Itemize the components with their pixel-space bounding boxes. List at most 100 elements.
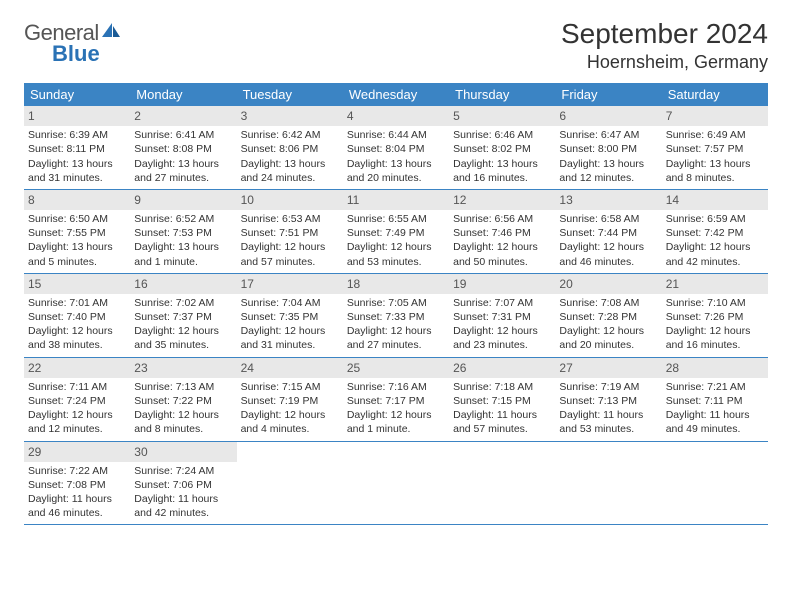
location: Hoernsheim, Germany — [561, 52, 768, 73]
day-ss: Sunset: 7:44 PM — [559, 226, 657, 240]
day-d2: and 53 minutes. — [559, 422, 657, 436]
day-number: 11 — [343, 190, 449, 210]
day-ss: Sunset: 7:28 PM — [559, 310, 657, 324]
day-sr: Sunrise: 7:08 AM — [559, 296, 657, 310]
day-sr: Sunrise: 6:59 AM — [666, 212, 764, 226]
day-number: 2 — [130, 106, 236, 126]
day-d2: and 23 minutes. — [453, 338, 551, 352]
day-sr: Sunrise: 7:07 AM — [453, 296, 551, 310]
day-cell: 28Sunrise: 7:21 AMSunset: 7:11 PMDayligh… — [662, 358, 768, 441]
day-body: Sunrise: 6:56 AMSunset: 7:46 PMDaylight:… — [449, 212, 555, 273]
day-cell: 1Sunrise: 6:39 AMSunset: 8:11 PMDaylight… — [24, 106, 130, 189]
day-d2: and 4 minutes. — [241, 422, 339, 436]
day-d1: Daylight: 12 hours — [241, 324, 339, 338]
day-number: 19 — [449, 274, 555, 294]
title-block: September 2024 Hoernsheim, Germany — [561, 18, 768, 73]
day-d2: and 5 minutes. — [28, 255, 126, 269]
day-cell: 10Sunrise: 6:53 AMSunset: 7:51 PMDayligh… — [237, 190, 343, 273]
day-number: 30 — [130, 442, 236, 462]
day-cell: 27Sunrise: 7:19 AMSunset: 7:13 PMDayligh… — [555, 358, 661, 441]
day-sr: Sunrise: 7:01 AM — [28, 296, 126, 310]
day-cell — [343, 442, 449, 525]
day-d2: and 57 minutes. — [241, 255, 339, 269]
day-ss: Sunset: 7:11 PM — [666, 394, 764, 408]
day-body: Sunrise: 7:04 AMSunset: 7:35 PMDaylight:… — [237, 296, 343, 357]
day-sr: Sunrise: 7:21 AM — [666, 380, 764, 394]
weekday-header: Saturday — [662, 83, 768, 106]
day-d1: Daylight: 13 hours — [241, 157, 339, 171]
day-d1: Daylight: 12 hours — [347, 324, 445, 338]
weeks-container: 1Sunrise: 6:39 AMSunset: 8:11 PMDaylight… — [24, 106, 768, 525]
day-ss: Sunset: 7:24 PM — [28, 394, 126, 408]
day-d2: and 46 minutes. — [559, 255, 657, 269]
day-d2: and 31 minutes. — [241, 338, 339, 352]
weekday-header: Monday — [130, 83, 236, 106]
day-d1: Daylight: 12 hours — [347, 240, 445, 254]
day-cell: 23Sunrise: 7:13 AMSunset: 7:22 PMDayligh… — [130, 358, 236, 441]
day-sr: Sunrise: 7:15 AM — [241, 380, 339, 394]
week-row: 1Sunrise: 6:39 AMSunset: 8:11 PMDaylight… — [24, 106, 768, 190]
day-cell: 15Sunrise: 7:01 AMSunset: 7:40 PMDayligh… — [24, 274, 130, 357]
day-ss: Sunset: 8:04 PM — [347, 142, 445, 156]
day-number: 16 — [130, 274, 236, 294]
day-number: 28 — [662, 358, 768, 378]
day-cell — [662, 442, 768, 525]
day-cell — [449, 442, 555, 525]
day-body: Sunrise: 6:41 AMSunset: 8:08 PMDaylight:… — [130, 128, 236, 189]
day-body: Sunrise: 6:44 AMSunset: 8:04 PMDaylight:… — [343, 128, 449, 189]
day-body: Sunrise: 6:50 AMSunset: 7:55 PMDaylight:… — [24, 212, 130, 273]
day-ss: Sunset: 7:15 PM — [453, 394, 551, 408]
logo: General Blue — [24, 22, 121, 65]
day-d1: Daylight: 12 hours — [559, 324, 657, 338]
header: General Blue September 2024 Hoernsheim, … — [24, 18, 768, 73]
day-number: 6 — [555, 106, 661, 126]
day-d2: and 20 minutes. — [559, 338, 657, 352]
day-ss: Sunset: 7:19 PM — [241, 394, 339, 408]
day-sr: Sunrise: 7:02 AM — [134, 296, 232, 310]
day-d2: and 42 minutes. — [666, 255, 764, 269]
day-body: Sunrise: 6:47 AMSunset: 8:00 PMDaylight:… — [555, 128, 661, 189]
day-sr: Sunrise: 7:10 AM — [666, 296, 764, 310]
day-number: 23 — [130, 358, 236, 378]
day-d2: and 1 minute. — [134, 255, 232, 269]
day-ss: Sunset: 7:37 PM — [134, 310, 232, 324]
day-sr: Sunrise: 6:52 AM — [134, 212, 232, 226]
day-sr: Sunrise: 6:44 AM — [347, 128, 445, 142]
day-sr: Sunrise: 7:24 AM — [134, 464, 232, 478]
day-d1: Daylight: 11 hours — [134, 492, 232, 506]
day-sr: Sunrise: 6:56 AM — [453, 212, 551, 226]
day-cell: 25Sunrise: 7:16 AMSunset: 7:17 PMDayligh… — [343, 358, 449, 441]
day-ss: Sunset: 7:51 PM — [241, 226, 339, 240]
day-sr: Sunrise: 7:04 AM — [241, 296, 339, 310]
day-body: Sunrise: 6:39 AMSunset: 8:11 PMDaylight:… — [24, 128, 130, 189]
day-ss: Sunset: 7:26 PM — [666, 310, 764, 324]
day-d2: and 16 minutes. — [453, 171, 551, 185]
day-sr: Sunrise: 7:18 AM — [453, 380, 551, 394]
day-number: 21 — [662, 274, 768, 294]
day-ss: Sunset: 7:17 PM — [347, 394, 445, 408]
day-d1: Daylight: 11 hours — [559, 408, 657, 422]
day-d1: Daylight: 13 hours — [559, 157, 657, 171]
day-number: 4 — [343, 106, 449, 126]
day-number: 1 — [24, 106, 130, 126]
weekday-header: Thursday — [449, 83, 555, 106]
day-body: Sunrise: 7:07 AMSunset: 7:31 PMDaylight:… — [449, 296, 555, 357]
day-body: Sunrise: 6:55 AMSunset: 7:49 PMDaylight:… — [343, 212, 449, 273]
day-sr: Sunrise: 6:53 AM — [241, 212, 339, 226]
day-ss: Sunset: 8:08 PM — [134, 142, 232, 156]
day-d1: Daylight: 12 hours — [453, 324, 551, 338]
day-d2: and 16 minutes. — [666, 338, 764, 352]
day-d1: Daylight: 12 hours — [28, 324, 126, 338]
day-ss: Sunset: 7:55 PM — [28, 226, 126, 240]
day-d2: and 27 minutes. — [347, 338, 445, 352]
day-cell: 7Sunrise: 6:49 AMSunset: 7:57 PMDaylight… — [662, 106, 768, 189]
day-body: Sunrise: 7:05 AMSunset: 7:33 PMDaylight:… — [343, 296, 449, 357]
day-body: Sunrise: 7:16 AMSunset: 7:17 PMDaylight:… — [343, 380, 449, 441]
day-number: 18 — [343, 274, 449, 294]
day-number: 10 — [237, 190, 343, 210]
month-title: September 2024 — [561, 18, 768, 50]
day-body: Sunrise: 6:53 AMSunset: 7:51 PMDaylight:… — [237, 212, 343, 273]
day-ss: Sunset: 7:57 PM — [666, 142, 764, 156]
day-cell: 2Sunrise: 6:41 AMSunset: 8:08 PMDaylight… — [130, 106, 236, 189]
day-ss: Sunset: 8:11 PM — [28, 142, 126, 156]
